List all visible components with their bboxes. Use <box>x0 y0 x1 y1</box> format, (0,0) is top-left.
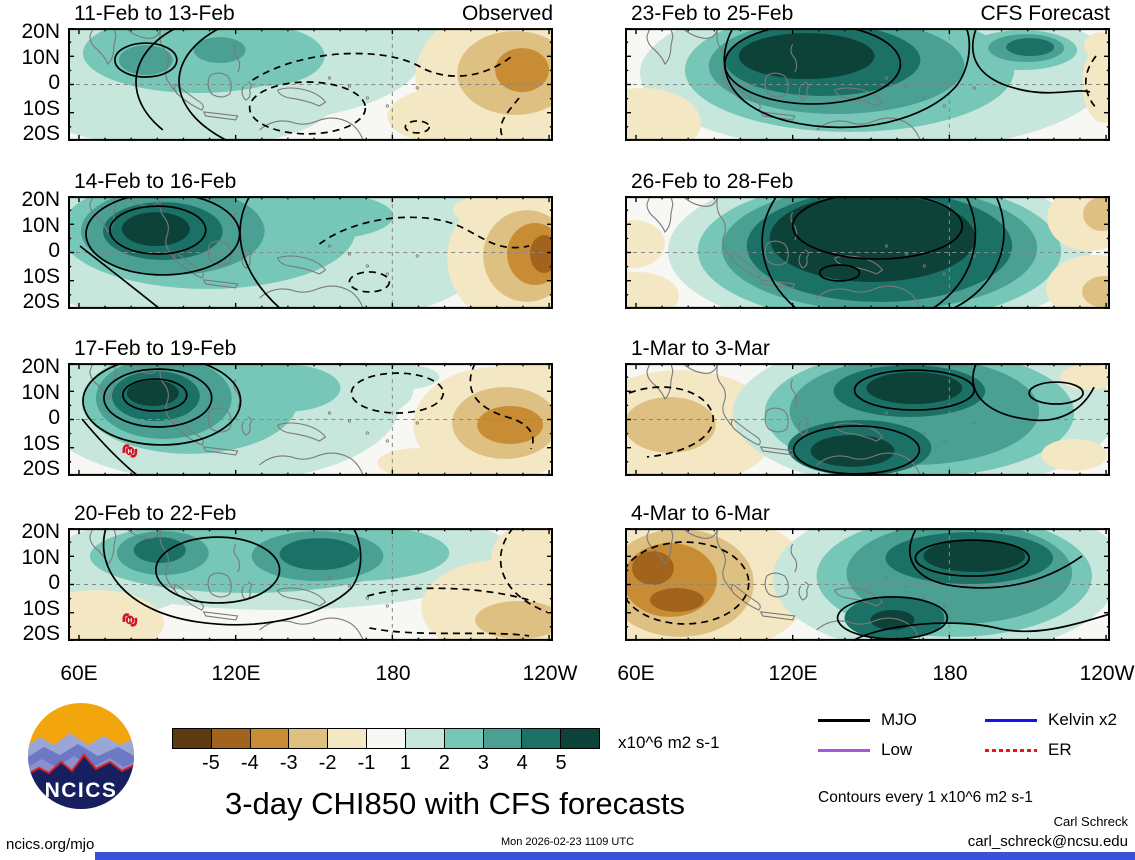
lat-axis-label: 10N <box>21 380 60 404</box>
lat-axis-label: 10N <box>21 213 60 237</box>
legend-item: Kelvin x2 <box>985 710 1117 730</box>
lat-axis-label: 20N <box>21 520 60 543</box>
lat-axis-label: 20S <box>22 457 60 480</box>
lat-axis-label: 20N <box>21 188 60 211</box>
map-plot <box>625 528 1110 641</box>
colorbar-tick-label: -1 <box>357 752 376 774</box>
lon-axis-label: 120E <box>768 662 818 685</box>
contours-note: Contours every 1 x10^6 m2 s-1 <box>818 789 1033 806</box>
lat-axis-label: 10S <box>22 264 60 288</box>
timestamp: Mon 2026-02-23 1109 UTC <box>500 836 635 848</box>
lat-axis-label: 20S <box>22 622 60 645</box>
lon-axis-label: 60E <box>617 662 655 685</box>
logo-text: NCICS <box>45 779 118 802</box>
colorbar-cell <box>367 729 406 748</box>
lat-axis-label: 10S <box>22 96 60 120</box>
panel-source-label: Observed <box>461 2 553 25</box>
colorbar-tick-label: 4 <box>516 752 528 774</box>
colorbar-cell <box>561 729 599 748</box>
legend-line-sample <box>985 718 1037 722</box>
panel-source-label: CFS Forecast <box>980 2 1110 25</box>
logo-ridge-line <box>28 753 134 776</box>
lat-axis-label: 10N <box>21 545 60 569</box>
map-plot <box>625 28 1110 141</box>
site-url: ncics.org/mjo <box>6 836 95 853</box>
svg-text:H: H <box>128 617 133 624</box>
panel-title: 14-Feb to 16-Feb <box>74 170 237 193</box>
lon-axis-label: 120E <box>211 662 261 685</box>
legend-item: Low <box>818 740 912 760</box>
lat-axis-label: 0 <box>48 571 60 594</box>
colorbar-cell <box>522 729 562 748</box>
colorbar-cell <box>250 729 290 748</box>
panel-title: 11-Feb to 13-Feb <box>74 2 235 25</box>
lat-axis-label: 10S <box>22 596 60 620</box>
author-email: carl_schreck@ncsu.edu <box>967 833 1128 850</box>
lon-axis-label: 120W <box>1079 662 1135 685</box>
lat-axis-label: 0 <box>48 71 60 94</box>
panel-title: 1-Mar to 3-Mar <box>631 337 770 360</box>
legend-item: ER <box>985 740 1072 760</box>
panel-title: 17-Feb to 19-Feb <box>74 337 237 360</box>
panel-title: 4-Mar to 6-Mar <box>631 502 770 525</box>
colorbar-cell <box>289 729 329 748</box>
panel-title: 23-Feb to 25-Feb <box>631 2 794 25</box>
bottom-progress-bar[interactable] <box>95 852 1135 860</box>
lat-axis-label: 10S <box>22 431 60 455</box>
lat-axis-label: 20S <box>22 122 60 145</box>
lon-axis-label: 180 <box>375 662 411 685</box>
tropical-cyclone-icon: H <box>122 613 138 627</box>
legend-line-sample <box>985 748 1037 752</box>
colorbar-cell <box>483 729 523 748</box>
legend-label: ER <box>1048 740 1072 759</box>
legend-label: Low <box>881 740 913 759</box>
map-plot <box>68 28 553 141</box>
lon-axis-label: 180 <box>932 662 968 685</box>
map-plot <box>625 196 1110 309</box>
colorbar-tick-label: 5 <box>555 752 567 774</box>
colorbar <box>172 728 600 749</box>
svg-text:H: H <box>128 448 133 455</box>
panel-title: 20-Feb to 22-Feb <box>74 502 237 525</box>
legend-label: Kelvin x2 <box>1048 710 1117 729</box>
lat-axis-label: 20N <box>21 20 60 43</box>
colorbar-tick-label: -3 <box>279 752 298 774</box>
map-plot <box>625 363 1110 476</box>
colorbar-tick-label: 1 <box>399 752 412 774</box>
lat-axis-label: 0 <box>48 239 60 262</box>
ncics-logo: NCICS <box>28 703 134 809</box>
colorbar-tick-label: -2 <box>318 752 337 774</box>
lat-axis-label: 20N <box>21 355 60 378</box>
lat-axis-label: 0 <box>48 406 60 429</box>
colorbar-tick-label: 3 <box>477 752 489 774</box>
colorbar-cell <box>173 729 212 748</box>
panel-title: 26-Feb to 28-Feb <box>631 170 794 193</box>
lat-axis-label: 10N <box>21 45 60 69</box>
tropical-cyclone-icon: H <box>122 444 138 458</box>
lon-axis-label: 60E <box>60 662 98 685</box>
legend-line-sample <box>818 718 870 722</box>
legend-item: MJO <box>818 710 917 730</box>
colorbar-cell <box>444 729 484 748</box>
colorbar-cell <box>405 729 445 748</box>
colorbar-cell <box>211 729 251 748</box>
lat-axis-label: 20S <box>22 290 60 313</box>
colorbar-units: x10^6 m2 s-1 <box>618 733 720 752</box>
colorbar-cell <box>328 729 368 748</box>
legend-label: MJO <box>881 710 917 729</box>
author-name: Carl Schreck <box>1053 814 1128 829</box>
legend-line-sample <box>818 748 870 752</box>
map-plot: H <box>68 363 553 476</box>
colorbar-tick-label: -5 <box>202 752 220 774</box>
colorbar-tick-label: -4 <box>240 752 259 774</box>
figure-title: 3-day CHI850 with CFS forecasts <box>224 786 685 821</box>
colorbar-tick-label: 2 <box>438 752 450 774</box>
map-plot: H <box>68 528 553 641</box>
map-plot <box>68 196 553 309</box>
lon-axis-label: 120W <box>522 662 578 685</box>
